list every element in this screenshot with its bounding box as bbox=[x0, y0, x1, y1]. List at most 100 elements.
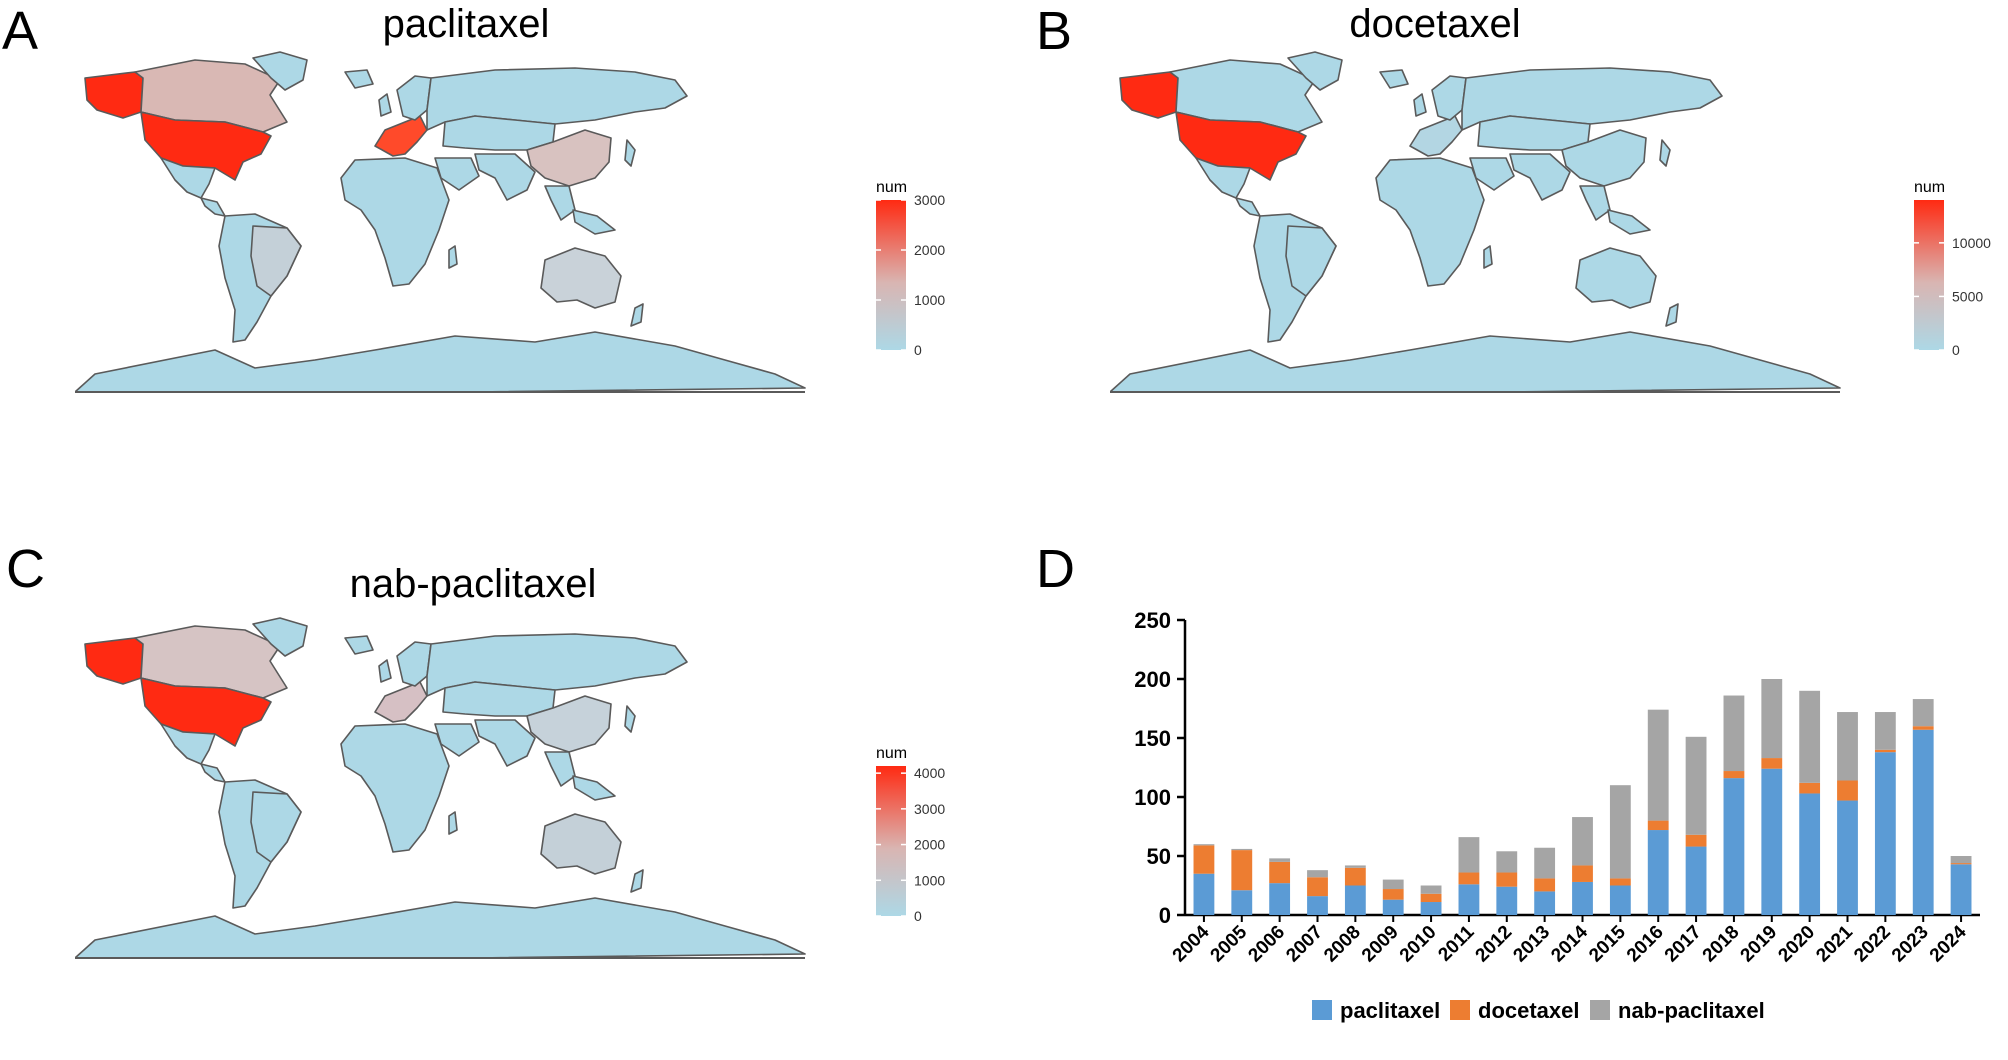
bar-segment-docetaxel bbox=[1344, 867, 1366, 886]
panel-b: B docetaxel num 10000 5000 0 bbox=[1000, 0, 2008, 480]
bar-segment-docetaxel bbox=[1799, 782, 1821, 794]
country-shape bbox=[250, 791, 302, 863]
country-shape bbox=[540, 247, 622, 309]
bar-segment-paclitaxel bbox=[1193, 873, 1215, 915]
x-tick-label: 2014 bbox=[1547, 921, 1592, 966]
bar-segment-nab-paclitaxel bbox=[1761, 679, 1783, 759]
country-shape bbox=[344, 635, 374, 655]
panel-letter: C bbox=[6, 539, 45, 599]
country-shape bbox=[1561, 129, 1647, 187]
bar-segment-paclitaxel bbox=[1837, 800, 1858, 915]
map-title: nab-paclitaxel bbox=[349, 562, 597, 606]
bar-segment-paclitaxel bbox=[1458, 884, 1480, 915]
map-title: docetaxel bbox=[1349, 2, 1521, 46]
country-shape bbox=[1413, 93, 1427, 117]
country-shape bbox=[250, 225, 302, 297]
x-tick-label: 2017 bbox=[1661, 922, 1706, 967]
country-shape bbox=[252, 617, 308, 657]
y-tick-label: 250 bbox=[1134, 608, 1171, 633]
x-tick-label: 2019 bbox=[1737, 922, 1782, 967]
country-shape bbox=[1579, 185, 1611, 221]
stacked-bar-chart: 0501001502002502004200520062007200820092… bbox=[1134, 608, 1980, 1023]
panel-letter: A bbox=[2, 1, 39, 61]
bar-segment-docetaxel bbox=[1647, 820, 1669, 831]
country-shape bbox=[474, 153, 536, 201]
country-shape bbox=[378, 93, 392, 117]
bar-segment-nab-paclitaxel bbox=[1572, 817, 1593, 866]
legend-tick-label: 0 bbox=[1952, 342, 1960, 358]
bar-segment-docetaxel bbox=[1572, 865, 1593, 882]
country-shape bbox=[630, 303, 644, 327]
x-tick-label: 2007 bbox=[1282, 922, 1327, 967]
country-shape bbox=[544, 751, 576, 787]
x-tick-label: 2016 bbox=[1623, 922, 1668, 967]
country-shape bbox=[340, 157, 450, 287]
map-title: paclitaxel bbox=[382, 2, 550, 46]
x-tick-label: 2023 bbox=[1888, 922, 1933, 967]
bar-segment-paclitaxel bbox=[1420, 902, 1442, 915]
country-shape bbox=[160, 723, 216, 765]
country-shape bbox=[252, 51, 308, 91]
country-shape bbox=[1659, 139, 1671, 167]
bar-segment-nab-paclitaxel bbox=[1269, 858, 1291, 862]
bar-segment-nab-paclitaxel bbox=[1874, 712, 1896, 750]
bar-segment-nab-paclitaxel bbox=[1496, 851, 1518, 873]
bar-segment-nab-paclitaxel bbox=[1307, 870, 1328, 878]
bar-segment-docetaxel bbox=[1496, 872, 1518, 887]
country-shape bbox=[572, 209, 616, 235]
bar-segment-paclitaxel bbox=[1382, 899, 1404, 915]
country-shape bbox=[448, 245, 458, 269]
x-tick-label: 2010 bbox=[1396, 922, 1441, 967]
panel-a: A paclitaxel num 3000 2000 1000 0 bbox=[0, 0, 1000, 480]
country-shape bbox=[624, 705, 636, 733]
panel-c: C nab-paclitaxel num 4000 3000 2000 1000 0 bbox=[0, 530, 1000, 1060]
country-shape bbox=[1287, 51, 1343, 91]
country-shape bbox=[1375, 157, 1485, 287]
country-shape bbox=[1195, 157, 1251, 199]
country-shape bbox=[1575, 247, 1657, 309]
world-map bbox=[75, 617, 806, 959]
legend-title: num bbox=[876, 179, 907, 196]
bar-segment-docetaxel bbox=[1458, 872, 1480, 885]
x-tick-label: 2018 bbox=[1699, 922, 1744, 967]
bar-segment-nab-paclitaxel bbox=[1534, 847, 1556, 879]
country-shape bbox=[630, 869, 644, 893]
bar-segment-docetaxel bbox=[1382, 889, 1404, 900]
y-tick-label: 150 bbox=[1134, 726, 1171, 751]
country-shape bbox=[1509, 153, 1571, 201]
bar-segment-docetaxel bbox=[1761, 758, 1783, 769]
bar-segment-paclitaxel bbox=[1723, 778, 1745, 915]
legend-tick-label: 0 bbox=[914, 908, 922, 924]
country-shape bbox=[1607, 209, 1651, 235]
bar-segment-paclitaxel bbox=[1572, 881, 1593, 915]
country-shape bbox=[75, 331, 806, 393]
country-shape bbox=[134, 59, 288, 133]
x-tick-label: 2006 bbox=[1244, 922, 1289, 967]
world-map bbox=[1110, 51, 1841, 393]
bar-segment-nab-paclitaxel bbox=[1685, 736, 1707, 835]
country-shape bbox=[200, 763, 226, 783]
bar-segment-nab-paclitaxel bbox=[1344, 865, 1366, 868]
country-shape bbox=[75, 897, 806, 959]
bar-segment-paclitaxel bbox=[1647, 830, 1669, 915]
country-shape bbox=[134, 625, 288, 699]
country-shape bbox=[526, 129, 612, 187]
legend-tick-label: 3000 bbox=[914, 801, 945, 817]
bar-segment-paclitaxel bbox=[1344, 885, 1366, 915]
legend-tick-label: 1000 bbox=[914, 292, 945, 308]
x-tick-label: 2009 bbox=[1358, 922, 1403, 967]
country-shape bbox=[624, 139, 636, 167]
bar-segment-nab-paclitaxel bbox=[1458, 837, 1480, 873]
legend-title: num bbox=[1914, 179, 1945, 196]
y-tick-label: 100 bbox=[1134, 785, 1171, 810]
x-tick-label: 2022 bbox=[1850, 922, 1895, 967]
bar-segment-paclitaxel bbox=[1950, 864, 1972, 915]
bar-segment-nab-paclitaxel bbox=[1647, 709, 1669, 821]
bar-segment-paclitaxel bbox=[1685, 846, 1707, 915]
bar-segment-docetaxel bbox=[1193, 845, 1215, 874]
legend: num 3000 2000 1000 0 bbox=[876, 179, 945, 358]
country-shape bbox=[1431, 75, 1467, 121]
bar-segment-nab-paclitaxel bbox=[1950, 856, 1972, 864]
country-shape bbox=[572, 775, 616, 801]
legend-title: num bbox=[876, 745, 907, 762]
